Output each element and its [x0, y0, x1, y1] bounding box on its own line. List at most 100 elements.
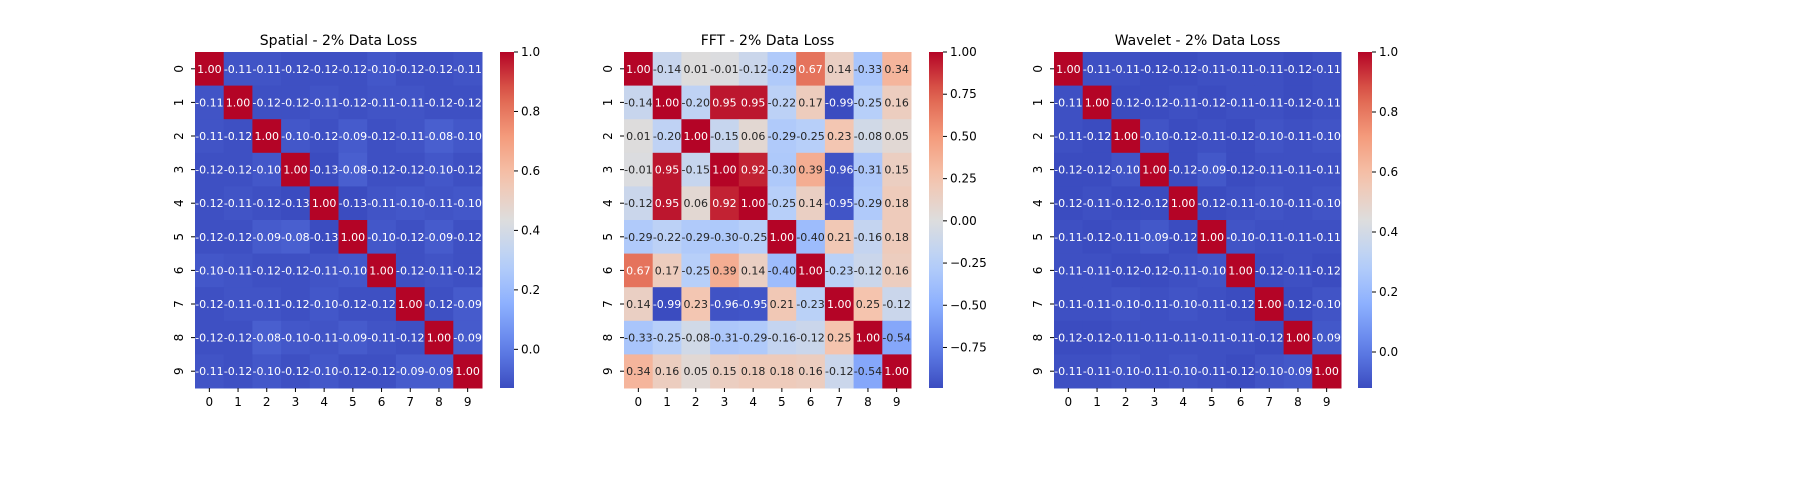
- heatmap-cell: [281, 354, 311, 389]
- y-tick-label: 7: [1031, 300, 1045, 308]
- heatmap-cell: [796, 186, 826, 221]
- heatmap-cell: [223, 52, 253, 87]
- heatmap-cell: [1111, 287, 1141, 322]
- cell-value-label: -0.12: [1083, 164, 1111, 177]
- cell-value-label: 0.05: [884, 130, 909, 143]
- cell-value-label: 0.67: [798, 63, 823, 76]
- heatmap-cell: [338, 220, 368, 255]
- cell-value-label: -0.25: [796, 130, 824, 143]
- cell-value-label: -0.10: [1255, 365, 1283, 378]
- heatmap-cell: [195, 220, 225, 255]
- heatmap-cell: [395, 287, 426, 322]
- heatmap-cell: [824, 119, 855, 154]
- heatmap-cell: [367, 119, 397, 154]
- heatmap-cell: [738, 287, 768, 322]
- cell-value-label: -0.12: [367, 164, 395, 177]
- cell-value-label: -0.12: [367, 298, 395, 311]
- cell-value-label: -0.12: [310, 130, 338, 143]
- x-tick-label: 0: [1065, 395, 1073, 409]
- x-tick-label: 5: [1208, 395, 1216, 409]
- cell-value-label: 0.16: [655, 365, 680, 378]
- cell-value-label: 1.00: [226, 96, 251, 109]
- cell-value-label: -0.09: [253, 231, 281, 244]
- heatmap-cell: [1226, 119, 1256, 154]
- cell-value-label: 1.00: [1056, 63, 1081, 76]
- heatmap-cell: [767, 52, 797, 87]
- cell-value-label: 0.18: [770, 365, 795, 378]
- x-tick-label: 1: [234, 395, 242, 409]
- heatmap-cell: [1197, 320, 1227, 355]
- cell-value-label: 1.00: [341, 231, 366, 244]
- cell-value-label: 1.00: [1171, 197, 1196, 210]
- y-tick-label: 8: [601, 334, 615, 342]
- cell-value-label: 0.15: [884, 164, 909, 177]
- cell-value-label: -0.10: [253, 164, 281, 177]
- cell-value-label: -0.13: [281, 197, 309, 210]
- cell-value-label: -0.12: [281, 63, 309, 76]
- heatmap-cell: [453, 119, 483, 154]
- y-tick-label: 9: [172, 367, 186, 375]
- heatmap-cell: [1082, 152, 1112, 187]
- cell-value-label: -0.12: [281, 96, 309, 109]
- heatmap-cell: [424, 119, 454, 154]
- heatmap-cell: [395, 220, 426, 255]
- heatmap-cell: [309, 354, 339, 389]
- heatmap-cell: [1111, 320, 1141, 355]
- cell-value-label: -0.12: [195, 298, 223, 311]
- heatmap-cell: [824, 186, 855, 221]
- cell-value-label: -0.12: [195, 231, 223, 244]
- cell-value-label: -0.12: [224, 332, 252, 345]
- cell-value-label: 0.18: [884, 197, 909, 210]
- cell-value-label: -0.33: [624, 332, 652, 345]
- heatmap-cell: [1226, 320, 1256, 355]
- cell-value-label: -0.10: [1312, 298, 1340, 311]
- cell-value-label: -0.09: [1312, 332, 1340, 345]
- heatmap-cell: [1226, 152, 1256, 187]
- cell-value-label: 1.00: [1257, 298, 1282, 311]
- heatmap-cell: [652, 85, 682, 120]
- heatmap-cell: [424, 287, 454, 322]
- heatmap-cell: [1054, 52, 1084, 87]
- heatmap-cell: [195, 287, 225, 322]
- heatmap-cell: [309, 186, 339, 221]
- y-tick-label: 0: [172, 65, 186, 73]
- colorbar-tick-label: 0.4: [521, 223, 540, 237]
- cell-value-label: -0.10: [453, 130, 481, 143]
- x-tick-label: 3: [292, 395, 300, 409]
- colorbar-tick-label: 0.50: [950, 129, 977, 143]
- y-tick-label: 7: [601, 300, 615, 308]
- heatmap-cell: [738, 320, 768, 355]
- colorbar-tick-label: −0.75: [950, 340, 987, 354]
- cell-value-label: -0.11: [1312, 231, 1340, 244]
- cell-value-label: -0.10: [339, 264, 367, 277]
- colorbar-tick-label: 0.0: [1379, 345, 1398, 359]
- x-tick-label: 3: [1151, 395, 1159, 409]
- heatmap-cell: [882, 253, 912, 288]
- heatmap-cell: [252, 119, 282, 154]
- cell-value-label: -0.11: [1226, 332, 1254, 345]
- cell-value-label: -0.11: [224, 264, 252, 277]
- cell-value-label: 0.16: [798, 365, 823, 378]
- heatmap-cell: [338, 186, 368, 221]
- heatmap-cell: [624, 354, 654, 389]
- cell-value-label: -0.10: [1226, 231, 1254, 244]
- heatmap-cell: [424, 354, 454, 389]
- cell-value-label: -0.12: [339, 298, 367, 311]
- cell-value-label: -0.12: [367, 130, 395, 143]
- heatmap-cell: [1226, 85, 1256, 120]
- cell-value-label: -0.12: [882, 298, 910, 311]
- heatmap-cell: [1168, 152, 1198, 187]
- cell-value-label: -0.12: [339, 365, 367, 378]
- cell-value-label: -0.22: [653, 231, 681, 244]
- cell-value-label: 1.00: [1142, 164, 1167, 177]
- heatmap-cell: [395, 320, 426, 355]
- heatmap-cell: [796, 152, 826, 187]
- cell-value-label: 1.00: [712, 164, 737, 177]
- heatmap-cell: [309, 220, 339, 255]
- heatmap-cell: [882, 320, 912, 355]
- cell-value-label: -0.99: [653, 298, 681, 311]
- colorbar-tick-label: 0.25: [950, 172, 977, 186]
- cell-value-label: -0.10: [367, 231, 395, 244]
- heatmap-cell: [652, 186, 682, 221]
- heatmap-cell: [853, 186, 883, 221]
